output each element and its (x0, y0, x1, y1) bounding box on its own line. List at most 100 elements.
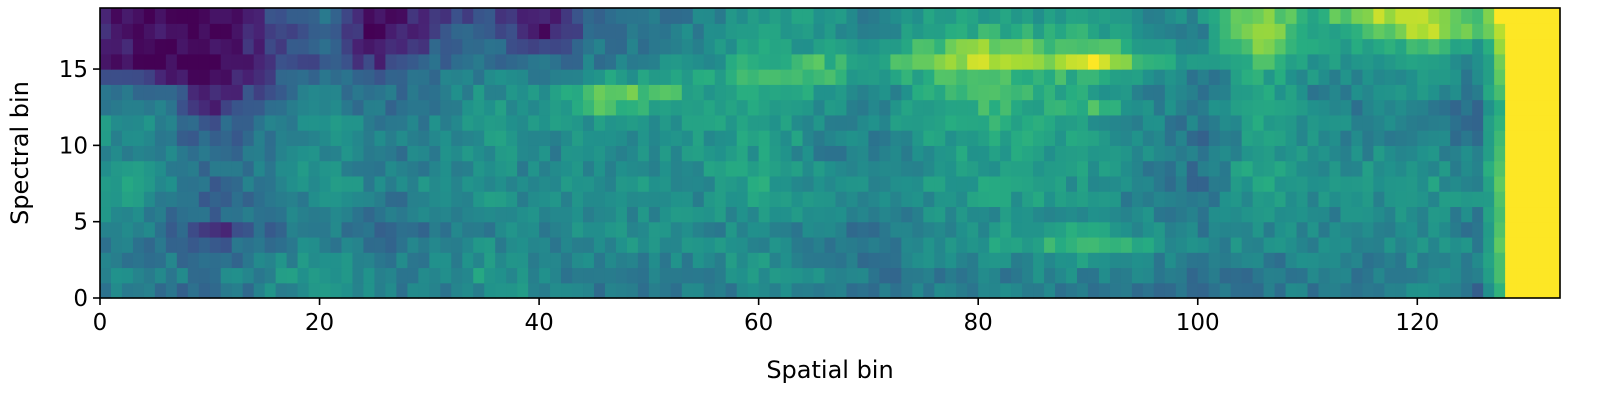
heatmap-cell (857, 69, 870, 85)
heatmap-cell (1033, 236, 1045, 253)
heatmap-cell (769, 99, 782, 116)
heatmap-cell (1274, 23, 1287, 40)
heatmap-cell (1549, 175, 1561, 192)
heatmap-cell (176, 8, 189, 24)
heatmap-cell (714, 252, 727, 269)
heatmap-cell (473, 84, 485, 101)
heatmap-cell (648, 114, 661, 131)
heatmap-cell (769, 23, 782, 40)
heatmap-cell (198, 175, 211, 192)
heatmap-cell (341, 69, 354, 85)
heatmap-cell (945, 69, 957, 85)
heatmap-cell (1538, 53, 1550, 70)
heatmap-cell (572, 221, 584, 238)
heatmap-cell (967, 252, 979, 269)
heatmap-cell (868, 206, 880, 223)
heatmap-cell (517, 8, 529, 24)
heatmap-cell (1087, 69, 1100, 85)
heatmap-cell (440, 23, 452, 40)
heatmap-cell (1450, 160, 1462, 177)
heatmap-cell (692, 69, 705, 85)
heatmap-cell (879, 160, 891, 177)
heatmap-cell (462, 221, 474, 238)
heatmap-cell (264, 53, 277, 70)
heatmap-cell (341, 175, 354, 192)
heatmap-cell (1351, 99, 1364, 116)
heatmap-cell (583, 130, 595, 146)
heatmap-cell (1109, 145, 1122, 162)
heatmap-cell (341, 99, 354, 116)
heatmap-cell (253, 69, 266, 85)
heatmap-cell (110, 69, 123, 85)
heatmap-cell (561, 221, 573, 238)
heatmap-cell (1318, 221, 1331, 238)
heatmap-cell (330, 99, 343, 116)
heatmap-cell (1274, 114, 1287, 131)
heatmap-cell (1011, 130, 1023, 146)
heatmap-cell (1516, 206, 1528, 223)
heatmap-cell (1219, 84, 1232, 101)
heatmap-cell (506, 38, 518, 55)
heatmap-cell (143, 69, 156, 85)
heatmap-cell (132, 221, 145, 238)
heatmap-cell (648, 236, 661, 253)
heatmap-cell (1076, 84, 1089, 101)
heatmap-cell (659, 145, 672, 162)
heatmap-cell (714, 53, 727, 70)
heatmap-cell (989, 160, 1001, 177)
heatmap-cell (154, 267, 167, 284)
heatmap-cell (1406, 69, 1418, 85)
heatmap-cell (1142, 236, 1155, 253)
heatmap-cell (176, 221, 189, 238)
heatmap-cell (1044, 175, 1056, 192)
heatmap-cell (1527, 236, 1539, 253)
heatmap-cell (648, 267, 661, 284)
heatmap-cell (484, 236, 496, 253)
heatmap-cell (583, 23, 595, 40)
heatmap-cell (341, 84, 354, 101)
heatmap-cell (264, 282, 277, 299)
heatmap-cell (429, 53, 441, 70)
heatmap-cell (1428, 53, 1440, 70)
heatmap-cell (440, 236, 452, 253)
heatmap-cell (1109, 252, 1122, 269)
heatmap-cell (451, 53, 463, 70)
heatmap-cell (879, 191, 891, 208)
heatmap-cell (286, 236, 299, 253)
heatmap-cell (1076, 8, 1089, 24)
heatmap-cell (583, 282, 595, 299)
heatmap-cell (1505, 69, 1517, 85)
heatmap-cell (626, 145, 639, 162)
heatmap-cell (1252, 221, 1265, 238)
heatmap-cell (714, 282, 727, 299)
heatmap-cell (626, 69, 639, 85)
heatmap-cell (758, 130, 771, 146)
heatmap-cell (670, 191, 683, 208)
heatmap-cell (1461, 267, 1473, 284)
heatmap-cell (1318, 160, 1331, 177)
heatmap-cell (967, 236, 979, 253)
heatmap-cell (1164, 23, 1177, 40)
heatmap-cell (341, 114, 354, 131)
heatmap-cell (1307, 175, 1320, 192)
heatmap-cell (1076, 145, 1089, 162)
heatmap-cell (429, 23, 441, 40)
heatmap-cell (593, 175, 606, 192)
heatmap-cell (330, 23, 343, 40)
heatmap-cell (462, 53, 474, 70)
heatmap-cell (495, 160, 507, 177)
heatmap-cell (912, 252, 924, 269)
heatmap-cell (714, 130, 727, 146)
heatmap-cell (1000, 69, 1012, 85)
heatmap-cell (440, 206, 452, 223)
heatmap-cell (473, 267, 485, 284)
heatmap-cell (659, 175, 672, 192)
heatmap-cell (429, 69, 441, 85)
heatmap-cell (1120, 175, 1133, 192)
heatmap-cell (1549, 252, 1561, 269)
heatmap-cell (1439, 8, 1451, 24)
heatmap-cell (637, 23, 650, 40)
heatmap-cell (154, 130, 167, 146)
heatmap-cell (1395, 99, 1407, 116)
heatmap-cell (561, 252, 573, 269)
